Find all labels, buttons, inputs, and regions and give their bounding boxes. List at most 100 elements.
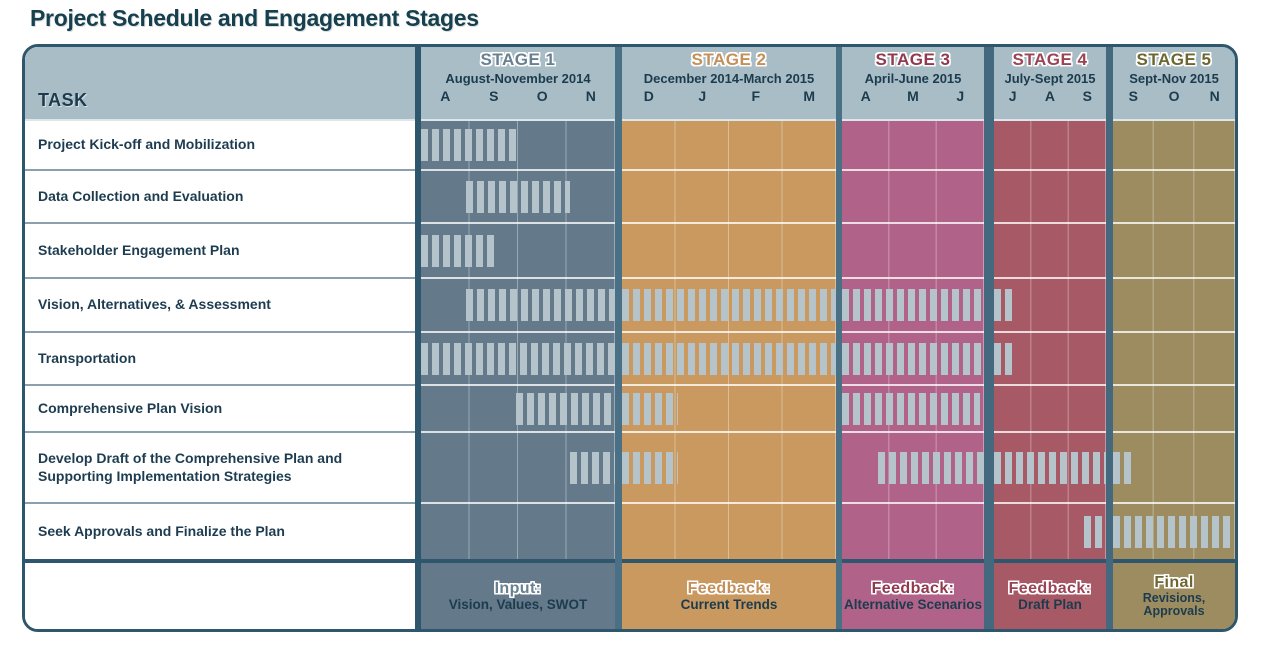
month-label: S	[1128, 88, 1138, 104]
gantt-cell	[842, 504, 984, 559]
gantt-cell	[421, 433, 615, 504]
month-labels: D J F M	[622, 88, 836, 104]
gantt-cell	[842, 386, 984, 433]
gantt-cell	[994, 121, 1106, 171]
task-row: Project Kick-off and Mobilization	[25, 121, 415, 171]
gantt-cell	[994, 504, 1106, 559]
month-label: D	[643, 88, 654, 104]
task-row: Comprehensive Plan Vision	[25, 386, 415, 433]
gantt-cell	[1113, 121, 1235, 171]
gantt-cell	[842, 333, 984, 386]
task-row: Stakeholder Engagement Plan	[25, 224, 415, 279]
stage-4-footer: Feedback: Draft Plan	[994, 559, 1106, 629]
gantt-cell	[622, 504, 836, 559]
gantt-cell	[842, 279, 984, 333]
task-row: Data Collection and Evaluation	[25, 171, 415, 224]
stage-3-grid	[842, 121, 984, 559]
footer-heading: Feedback:	[687, 580, 771, 598]
footer-subtext: Draft Plan	[1018, 597, 1082, 612]
task-rows: Project Kick-off and Mobilization Data C…	[25, 121, 415, 559]
stage-1-header: STAGE 1 August-November 2014 A S O N	[421, 47, 615, 121]
gantt-bar	[842, 392, 980, 425]
stage-1-grid	[421, 121, 615, 559]
gantt-cell	[622, 279, 836, 333]
gantt-bar	[622, 392, 678, 425]
gantt-cell	[1113, 504, 1235, 559]
gantt-bar	[421, 129, 517, 161]
stage-name: STAGE 2	[691, 50, 767, 69]
gantt-cell	[421, 171, 615, 224]
month-label: A	[440, 88, 451, 104]
gantt-cell	[421, 504, 615, 559]
month-label: M	[907, 88, 919, 104]
stage-dates: July-Sept 2015	[1004, 71, 1096, 86]
task-header-label: TASK	[38, 90, 88, 110]
gantt-bar	[516, 392, 615, 425]
stage-column-2: STAGE 2 December 2014-March 2015 D J F M	[615, 47, 836, 629]
footer-subtext: Approvals	[1143, 604, 1205, 619]
gantt-bar	[622, 342, 836, 375]
month-label: J	[1008, 88, 1017, 104]
month-label: J	[698, 88, 707, 104]
month-labels: S O N	[1113, 88, 1235, 104]
gantt-bar	[622, 289, 836, 321]
month-label: O	[1168, 88, 1180, 104]
stage-2-grid	[622, 121, 836, 559]
month-labels: J A S	[994, 88, 1106, 104]
gantt-bar	[842, 289, 984, 321]
task-row: Develop Draft of the Comprehensive Plan …	[25, 433, 415, 504]
task-label: Project Kick-off and Mobilization	[38, 136, 256, 153]
task-label: Develop Draft of the Comprehensive Plan …	[38, 450, 343, 484]
stage-4-grid	[994, 121, 1106, 559]
stage-5-footer: Final Revisions, Approvals	[1113, 559, 1235, 629]
month-label: A	[1044, 88, 1056, 104]
gantt-cell	[1113, 224, 1235, 279]
stage-dates: April-June 2015	[864, 71, 962, 86]
stage-5-grid	[1113, 121, 1235, 559]
gantt-cell	[842, 433, 984, 504]
stage-name: STAGE 3	[875, 50, 951, 69]
stage-3-header: STAGE 3 April-June 2015 A M J	[842, 47, 984, 121]
gantt-cell	[622, 121, 836, 171]
month-label: J	[956, 88, 965, 104]
task-label: Comprehensive Plan Vision	[38, 399, 223, 416]
page-title: Project Schedule and Engagement Stages	[30, 5, 479, 31]
gantt-cell	[421, 386, 615, 433]
gantt-bar	[877, 451, 984, 484]
gantt-bar	[465, 289, 615, 321]
gantt-cell	[994, 386, 1106, 433]
gantt-bar	[1083, 515, 1106, 548]
stage-column-3: STAGE 3 April-June 2015 A M J Feedba	[836, 47, 984, 629]
stage-dates: August-November 2014	[445, 71, 591, 86]
gantt-bar	[842, 342, 984, 375]
task-footer-empty-cell	[25, 559, 415, 629]
stage-name: STAGE 1	[480, 50, 556, 69]
gantt-bar	[421, 342, 615, 375]
month-label: F	[751, 88, 761, 104]
footer-subtext: Current Trends	[680, 597, 778, 612]
gantt-bar	[994, 451, 1106, 484]
gantt-cell	[421, 224, 615, 279]
month-label: A	[860, 88, 871, 104]
stage-name: STAGE 4	[1012, 50, 1088, 69]
gantt-bar	[1113, 515, 1232, 548]
gantt-cell	[622, 171, 836, 224]
task-header: TASK	[25, 47, 415, 121]
gantt-cell	[1113, 171, 1235, 224]
task-label: Vision, Alternatives, & Assessment	[38, 296, 271, 313]
gantt-bar	[994, 289, 1012, 321]
gantt-bar	[622, 451, 678, 484]
month-label: S	[489, 88, 499, 104]
gantt-cell	[622, 386, 836, 433]
stage-5-header: STAGE 5 Sept-Nov 2015 S O N	[1113, 47, 1235, 121]
stage-column-5: STAGE 5 Sept-Nov 2015 S O N Final	[1106, 47, 1235, 629]
month-label: M	[803, 88, 816, 104]
stage-2-footer: Feedback: Current Trends	[622, 559, 836, 629]
gantt-cell	[994, 333, 1106, 386]
stage-name: STAGE 5	[1136, 50, 1212, 69]
footer-subtext: Vision, Values, SWOT	[448, 597, 588, 612]
footer-heading: Feedback:	[1008, 580, 1092, 598]
stage-dates: December 2014-March 2015	[643, 71, 815, 86]
gantt-cell	[1113, 433, 1235, 504]
